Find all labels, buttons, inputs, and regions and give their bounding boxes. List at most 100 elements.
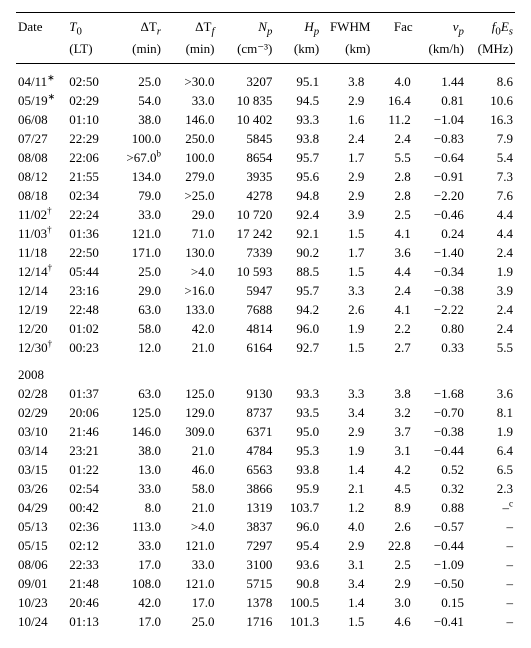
cell: 00:23	[67, 338, 114, 357]
cell: 07/27	[16, 129, 67, 148]
cell: 5.4	[466, 148, 515, 167]
cell: 0.33	[415, 338, 466, 357]
cell: 3.4	[321, 575, 372, 594]
cell: 38.0	[114, 442, 163, 461]
cell: 6.4	[466, 442, 515, 461]
cell: 6563	[216, 461, 274, 480]
cell: 2.6	[321, 300, 372, 319]
cell: 10/24	[16, 613, 67, 632]
cell: 16.4	[372, 91, 414, 110]
cell: 01:37	[67, 385, 114, 404]
cell: 3935	[216, 167, 274, 186]
table-row: 03/2602:5433.058.0386695.92.14.50.322.3	[16, 480, 515, 499]
cell: 146.0	[163, 110, 216, 129]
header-dtf: ΔTf	[163, 13, 216, 40]
cell: 125.0	[114, 404, 163, 423]
cell: 2.4	[321, 129, 372, 148]
cell: 133.0	[163, 300, 216, 319]
cell: 5.5	[372, 148, 414, 167]
cell: 95.6	[274, 167, 321, 186]
header-dtr-unit: (min)	[114, 39, 163, 63]
header-fwhm-unit: (km)	[321, 39, 372, 63]
cell: 1.7	[321, 243, 372, 262]
cell: 7688	[216, 300, 274, 319]
table-row: 05/1302:36113.0>4.0383796.04.02.6−0.57–	[16, 518, 515, 537]
cell: −0.57	[415, 518, 466, 537]
cell: 1.6	[321, 110, 372, 129]
cell: 2.5	[372, 205, 414, 224]
cell: −0.91	[415, 167, 466, 186]
cell: 1.4	[321, 594, 372, 613]
cell: 22:48	[67, 300, 114, 319]
cell: 5.5	[466, 338, 515, 357]
cell: 3.0	[372, 594, 414, 613]
cell: −0.34	[415, 262, 466, 281]
cell: 8.9	[372, 499, 414, 518]
cell: −0.64	[415, 148, 466, 167]
cell: 23:21	[67, 442, 114, 461]
cell: 4.1	[372, 224, 414, 243]
table-row: 05/19∗02:2954.033.010 83594.52.916.40.81…	[16, 91, 515, 110]
header-f0es-unit: (MHz)	[466, 39, 515, 63]
cell: 2.9	[321, 423, 372, 442]
year-break-label: 2008	[16, 357, 67, 385]
cell: 3.1	[321, 556, 372, 575]
cell: 33.0	[114, 480, 163, 499]
cell: 130.0	[163, 243, 216, 262]
cell: 88.5	[274, 262, 321, 281]
cell: 08/18	[16, 186, 67, 205]
cell: −1.04	[415, 110, 466, 129]
table-row: 03/1501:2213.046.0656393.81.44.20.526.5	[16, 461, 515, 480]
header-t0: T0	[67, 13, 114, 40]
cell: 3100	[216, 556, 274, 575]
cell: 8737	[216, 404, 274, 423]
cell: 93.6	[274, 556, 321, 575]
cell: 121.0	[163, 575, 216, 594]
cell: 23:16	[67, 281, 114, 300]
header-dtr: ΔTr	[114, 13, 163, 40]
cell: 3.3	[321, 281, 372, 300]
cell: 2.3	[466, 480, 515, 499]
cell: 03/26	[16, 480, 67, 499]
cell: 03/14	[16, 442, 67, 461]
cell: 92.7	[274, 338, 321, 357]
cell: −0.41	[415, 613, 466, 632]
header-hp: Hp	[274, 13, 321, 40]
cell: 2.5	[372, 556, 414, 575]
cell: 6.5	[466, 461, 515, 480]
header-date: Date	[16, 13, 67, 40]
cell: 46.0	[163, 461, 216, 480]
cell: 92.4	[274, 205, 321, 224]
cell: 146.0	[114, 423, 163, 442]
table-row: 12/14†05:4425.0>4.010 59388.51.54.4−0.34…	[16, 262, 515, 281]
cell: 03/15	[16, 461, 67, 480]
cell: 08/12	[16, 167, 67, 186]
cell: 2.9	[372, 575, 414, 594]
table-row: 12/1922:4863.0133.0768894.22.64.1−2.222.…	[16, 300, 515, 319]
cell: 04/11∗	[16, 63, 67, 91]
cell: 7.9	[466, 129, 515, 148]
cell: 21:55	[67, 167, 114, 186]
cell: 05:44	[67, 262, 114, 281]
cell: 22:33	[67, 556, 114, 575]
cell: 2.4	[466, 243, 515, 262]
cell: 3866	[216, 480, 274, 499]
cell: 94.8	[274, 186, 321, 205]
cell: 42.0	[114, 594, 163, 613]
cell: 1.5	[321, 613, 372, 632]
cell: 125.0	[163, 385, 216, 404]
cell: 5715	[216, 575, 274, 594]
cell: 6371	[216, 423, 274, 442]
cell: 95.7	[274, 281, 321, 300]
cell: 94.2	[274, 300, 321, 319]
cell: 2.8	[372, 186, 414, 205]
cell: 96.0	[274, 319, 321, 338]
cell: 11/02†	[16, 205, 67, 224]
cell: 21:46	[67, 423, 114, 442]
cell: –	[466, 518, 515, 537]
cell: 4278	[216, 186, 274, 205]
cell: −2.22	[415, 300, 466, 319]
cell: 4784	[216, 442, 274, 461]
cell: 95.7	[274, 148, 321, 167]
table-row: 12/2001:0258.042.0481496.01.92.20.802.4	[16, 319, 515, 338]
